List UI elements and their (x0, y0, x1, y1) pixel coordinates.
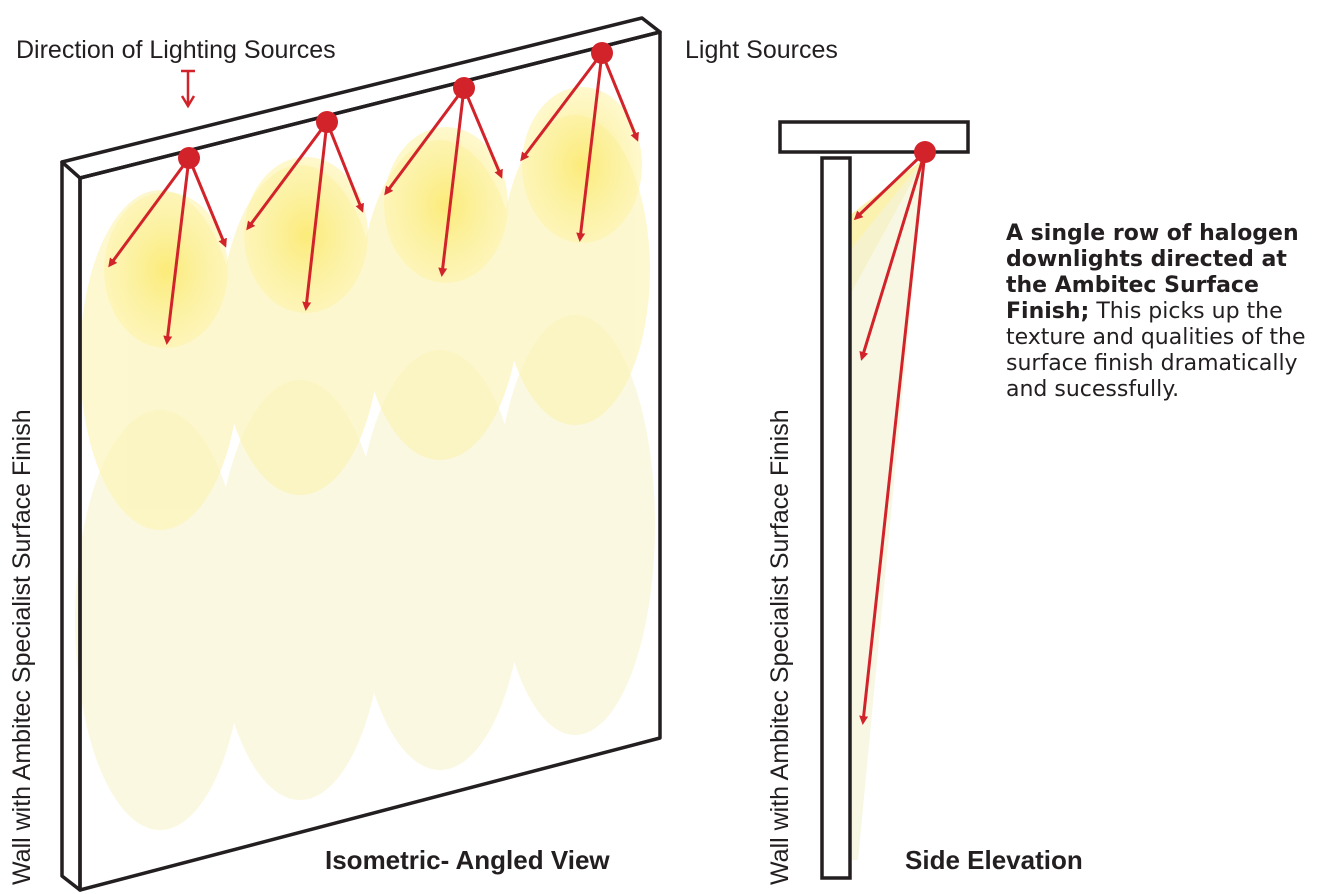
description-normal: This picks up the texture and qualities … (1006, 299, 1306, 402)
wall-label-left: Wall with Ambitec Specialist Surface Fin… (8, 409, 36, 885)
red-dot-icon (453, 77, 475, 99)
light-sources-label: Light Sources (685, 36, 838, 64)
isometric-caption: Isometric- Angled View (325, 845, 610, 875)
description-bold: A single row of halogen downlights direc… (1006, 221, 1299, 324)
red-dot-icon (316, 111, 338, 133)
down-arrow-icon (180, 69, 196, 109)
description-text: A single row of halogen downlights direc… (1006, 221, 1316, 403)
wall-label-right: Wall with Ambitec Specialist Surface Fin… (766, 409, 794, 885)
red-dot-icon (591, 42, 613, 64)
side-elevation (778, 120, 970, 880)
wall-side-edge (60, 160, 82, 892)
isometric-wall (60, 16, 662, 892)
red-dot-icon (914, 141, 936, 163)
direction-label: Direction of Lighting Sources (16, 36, 336, 64)
ceiling-section (778, 120, 970, 154)
light-beam-arrows (853, 150, 927, 725)
wall-section (820, 156, 852, 880)
light-beam-arrows (108, 52, 639, 345)
side-elevation-caption: Side Elevation (905, 845, 1083, 875)
light-glow-outer (75, 315, 655, 830)
red-dot-icon (178, 147, 200, 169)
